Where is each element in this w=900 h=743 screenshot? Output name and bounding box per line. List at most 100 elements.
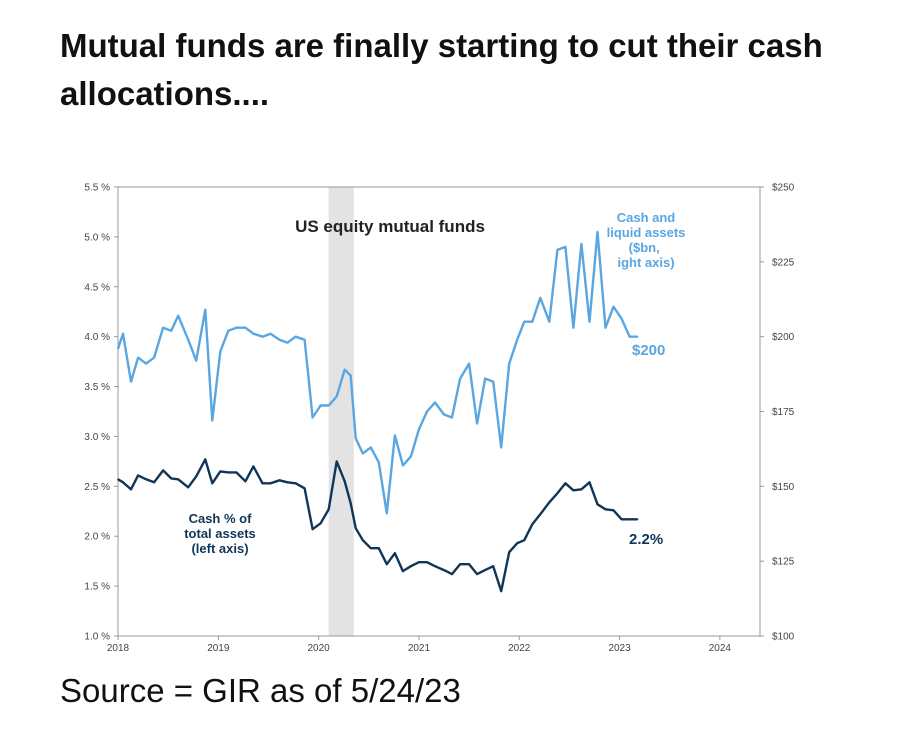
data-point — [418, 561, 420, 563]
legend-label-cash-assets: Cash and liquid assets ($bn, ight axis) — [607, 210, 686, 270]
data-point — [130, 380, 132, 383]
x-tick-label: 2018 — [107, 643, 130, 654]
data-point — [204, 458, 207, 461]
data-point — [386, 512, 388, 515]
data-point — [137, 356, 139, 359]
right-tick-label: $150 — [772, 482, 795, 493]
x-tick-label: 2024 — [709, 643, 732, 654]
series-line-cash-pct — [117, 458, 638, 593]
data-point — [596, 503, 599, 506]
points-cash-assets — [117, 231, 639, 515]
data-point — [539, 513, 542, 516]
data-point — [492, 565, 495, 567]
data-point — [402, 570, 404, 572]
data-point — [476, 422, 478, 425]
data-point — [235, 326, 238, 329]
data-point — [370, 446, 372, 449]
x-tick-label: 2020 — [308, 643, 331, 654]
data-point — [484, 569, 486, 571]
data-point — [170, 329, 172, 332]
data-point — [227, 329, 230, 332]
data-point — [402, 464, 404, 467]
data-point — [278, 338, 281, 341]
data-point — [459, 377, 461, 380]
chart-title: US equity mutual funds — [295, 217, 485, 236]
data-point — [327, 508, 330, 511]
data-point — [418, 428, 420, 431]
data-point — [294, 335, 297, 338]
data-point — [556, 249, 559, 251]
data-point — [628, 335, 631, 338]
data-point — [636, 335, 639, 338]
left-axis: 1.0 % 1.5 % 2.0 % 2.5 % 3.0 % 3.5 % 4.0 % 4.5 %… — [84, 183, 118, 643]
data-point — [261, 482, 264, 485]
x-tick-label: 2019 — [207, 643, 230, 654]
data-point — [378, 461, 380, 464]
data-point — [410, 455, 412, 458]
data-point — [516, 542, 518, 544]
data-point — [636, 518, 639, 521]
data-point — [177, 314, 179, 317]
data-point — [286, 481, 289, 484]
data-point — [349, 502, 352, 505]
data-point — [335, 460, 338, 463]
data-point — [386, 563, 388, 565]
shaded-region — [328, 187, 354, 636]
data-point — [130, 488, 132, 491]
data-point — [294, 482, 297, 485]
data-point — [451, 416, 453, 419]
left-tick-label: 4.5 % — [84, 282, 110, 293]
end-label-cash-pct: 2.2% — [629, 531, 663, 548]
right-tick-label: $200 — [772, 332, 795, 343]
series-line-cash-assets — [116, 230, 638, 515]
right-tick-label: $250 — [772, 183, 795, 194]
data-point — [311, 528, 314, 530]
data-point — [153, 481, 155, 484]
data-point — [252, 332, 255, 335]
left-tick-label: 2.5 % — [84, 482, 110, 493]
left-tick-label: 3.0 % — [84, 432, 110, 443]
data-point — [349, 374, 352, 377]
left-tick-label: 1.5 % — [84, 582, 110, 593]
data-point — [523, 539, 526, 541]
data-point — [628, 518, 631, 521]
data-point — [508, 362, 511, 365]
right-tick-label: $225 — [772, 257, 795, 268]
left-tick-label: 4.0 % — [84, 332, 110, 343]
data-point — [354, 527, 357, 529]
data-point — [492, 380, 495, 383]
data-point — [244, 326, 247, 329]
data-point — [335, 395, 338, 398]
data-point — [394, 434, 396, 437]
data-point — [531, 523, 534, 525]
data-point — [269, 482, 272, 485]
data-point — [434, 565, 436, 567]
data-point — [219, 470, 222, 473]
data-point — [523, 320, 526, 323]
data-point — [580, 243, 583, 245]
data-point — [187, 338, 189, 341]
data-point — [580, 488, 583, 491]
data-point — [235, 471, 238, 474]
data-point — [269, 332, 272, 335]
data-point — [204, 308, 207, 311]
data-point — [303, 487, 306, 490]
data-point — [378, 547, 380, 549]
data-point — [620, 317, 623, 320]
data-point — [122, 332, 124, 335]
data-point — [195, 359, 197, 362]
data-point — [227, 471, 230, 474]
data-point — [476, 573, 478, 575]
data-point — [343, 480, 346, 483]
data-point — [177, 478, 179, 481]
data-point — [548, 320, 551, 323]
data-point — [588, 320, 591, 323]
x-axis: 2018 2019 2020 2021 2022 2023 2024 — [107, 636, 732, 654]
chart: 1.0 % 1.5 % 2.0 % 2.5 % 3.0 % 3.5 % 4.0 % 4.5 %… — [60, 170, 820, 665]
data-point — [612, 305, 615, 308]
data-point — [484, 377, 486, 380]
data-point — [468, 362, 470, 365]
data-point — [117, 347, 119, 350]
data-point — [370, 547, 372, 549]
data-point — [343, 368, 346, 371]
